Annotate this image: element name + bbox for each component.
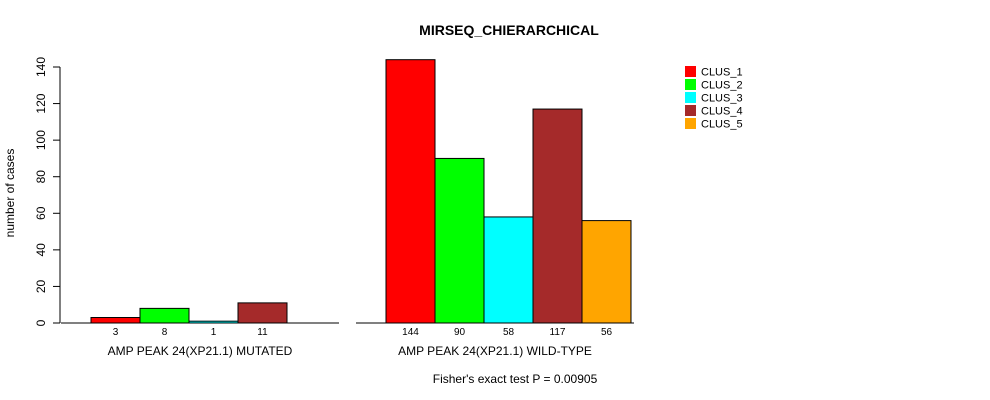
legend-item-clus-2: CLUS_2	[685, 79, 743, 92]
legend-swatch	[685, 79, 696, 90]
y-tick-label: 40	[34, 243, 48, 257]
legend-item-clus-3: CLUS_3	[685, 92, 743, 105]
bar-clus-5	[581, 220, 632, 324]
y-axis: 0 20 40 60 80 100 120 140	[34, 57, 61, 326]
bar-clus-3	[483, 216, 534, 324]
group-label: AMP PEAK 24(XP21.1) WILD-TYPE	[398, 344, 592, 358]
legend-swatch	[685, 118, 696, 129]
y-tick-label: 120	[34, 93, 48, 113]
legend-swatch	[685, 66, 696, 77]
bar-clus-2	[434, 157, 485, 324]
bar-clus-1	[90, 317, 141, 324]
legend-item-clus-4: CLUS_4	[685, 105, 743, 118]
y-tick-label: 140	[34, 57, 48, 77]
y-tick-label: 0	[34, 319, 48, 326]
bar-clus-4	[237, 302, 288, 324]
bar-value-label: 117	[550, 327, 566, 338]
bar-value-label: 11	[257, 327, 268, 338]
legend-label: CLUS_1	[701, 67, 743, 79]
y-tick-label: 100	[34, 130, 48, 150]
legend-label: CLUS_2	[701, 80, 743, 92]
y-axis-label: number of cases	[3, 149, 17, 238]
bar-clus-4	[532, 108, 583, 324]
fisher-test-caption: Fisher's exact test P = 0.00905	[433, 372, 598, 386]
bar-value-label: 56	[601, 327, 613, 338]
bar-value-label: 1	[211, 327, 217, 338]
bar-value-label: 90	[454, 327, 466, 338]
legend-label: CLUS_3	[701, 93, 743, 105]
chart-title: MIRSEQ_CHIERARCHICAL	[419, 22, 599, 38]
legend-label: CLUS_5	[701, 119, 743, 131]
legend-swatch	[685, 105, 696, 116]
bar-value-label: 3	[113, 327, 119, 338]
y-tick-label: 20	[34, 279, 48, 293]
bar-clus-1	[385, 59, 436, 324]
y-tick-label: 80	[34, 170, 48, 184]
bar-clus-2	[139, 307, 190, 324]
legend-swatch	[685, 92, 696, 103]
group-label: AMP PEAK 24(XP21.1) MUTATED	[108, 344, 293, 358]
bar-value-label: 58	[503, 327, 515, 338]
bar-value-label: 144	[402, 327, 419, 338]
bar-group-2: 144 90 58 117 56 AMP PEAK 24(XP21.1) WILD-TYP…	[356, 59, 634, 358]
legend-item-clus-5: CLUS_5	[685, 118, 743, 131]
bar-value-label: 8	[162, 327, 168, 338]
legend-item-clus-1: CLUS_1	[685, 66, 743, 79]
y-tick-label: 60	[34, 206, 48, 220]
legend-label: CLUS_4	[701, 106, 743, 118]
